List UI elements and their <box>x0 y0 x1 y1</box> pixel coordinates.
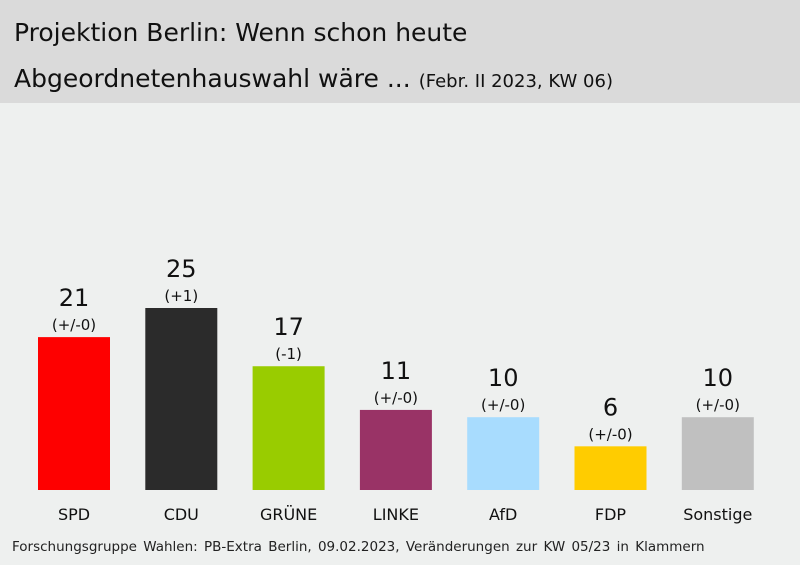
change-label-linke: (+/-0) <box>374 389 418 407</box>
value-label-afd: 10 <box>488 364 519 392</box>
bar-chart: 21 (+/-0) SPD 25 (+1) CDU 17 (-1) GRÜNE 11 (+/-0) L… <box>38 255 754 524</box>
category-label-gr-ne: GRÜNE <box>260 505 317 524</box>
value-label-fdp: 6 <box>603 393 618 421</box>
bar-sonstige <box>681 417 754 490</box>
bar-spd <box>38 337 110 490</box>
change-label-sonstige: (+/-0) <box>696 396 740 414</box>
category-label-sonstige: Sonstige <box>683 505 752 524</box>
bar-linke <box>359 409 432 490</box>
chart-title-line1: Projektion Berlin: Wenn schon heute <box>14 18 468 47</box>
chart-header: Projektion Berlin: Wenn schon heute Abge… <box>0 0 800 103</box>
bar-gr-ne <box>252 366 325 490</box>
category-label-fdp: FDP <box>595 505 627 524</box>
bar-fdp <box>574 446 647 490</box>
change-label-fdp: (+/-0) <box>588 425 632 443</box>
bar-cdu <box>145 308 218 490</box>
value-label-linke: 11 <box>381 357 412 385</box>
value-label-cdu: 25 <box>166 255 197 283</box>
bar-afd <box>467 417 540 490</box>
change-label-cdu: (+1) <box>164 287 198 305</box>
change-label-spd: (+/-0) <box>52 316 96 334</box>
value-label-spd: 21 <box>59 284 90 312</box>
chart-title-line2: Abgeordnetenhauswahl wäre ... (Febr. II 2… <box>14 64 613 93</box>
category-label-afd: AfD <box>489 505 517 524</box>
change-label-gr-ne: (-1) <box>275 345 302 363</box>
value-label-sonstige: 10 <box>703 364 734 392</box>
change-label-afd: (+/-0) <box>481 396 525 414</box>
category-label-spd: SPD <box>58 505 90 524</box>
value-label-gr-ne: 17 <box>273 313 304 341</box>
chart-title-line2-text: Abgeordnetenhauswahl wäre ... <box>14 64 411 93</box>
chart-subtitle: (Febr. II 2023, KW 06) <box>418 71 613 92</box>
source-footnote: Forschungsgruppe Wahlen: PB-Extra Berlin… <box>12 539 705 555</box>
category-label-cdu: CDU <box>164 505 199 524</box>
category-label-linke: LINKE <box>373 505 419 524</box>
